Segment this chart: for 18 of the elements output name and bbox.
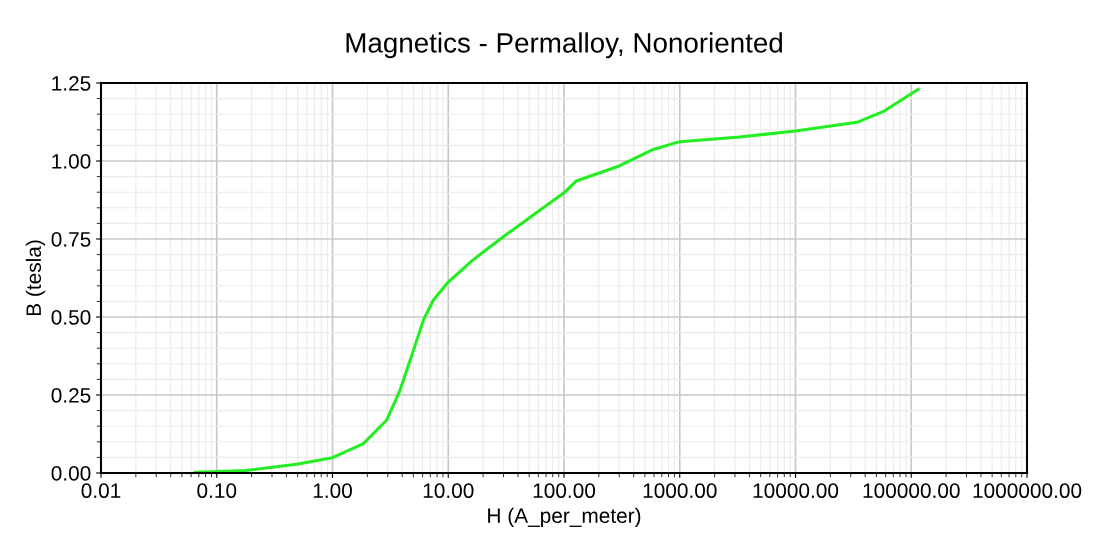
x-tick-label: 1000000.00 xyxy=(973,483,1082,499)
x-tick-label: 0.10 xyxy=(197,483,237,499)
x-tick-label: 1.00 xyxy=(313,483,352,499)
chart-title: Magnetics - Permalloy, Nonoriented xyxy=(346,32,782,59)
x-tick-label: 10.00 xyxy=(423,483,474,499)
y-tick-label: 1.00 xyxy=(52,154,91,169)
x-tick-label: 0.01 xyxy=(81,483,121,499)
x-tick-label: 10000.00 xyxy=(753,483,839,499)
y-tick-label: 0.25 xyxy=(51,388,91,403)
x-tick-label: 1000.00 xyxy=(643,483,717,499)
y-tick-label: 1.25 xyxy=(52,76,91,91)
y-tick-label: 0.00 xyxy=(51,466,91,481)
x-tick-label: 100000.00 xyxy=(863,483,960,499)
x-axis-title: H (A_per_meter) xyxy=(488,507,641,528)
y-tick-label: 0.75 xyxy=(51,232,91,247)
y-axis-title: B (tesla) xyxy=(25,240,46,316)
y-tick-label: 0.50 xyxy=(51,310,91,325)
x-tick-label: 100.00 xyxy=(533,483,596,499)
